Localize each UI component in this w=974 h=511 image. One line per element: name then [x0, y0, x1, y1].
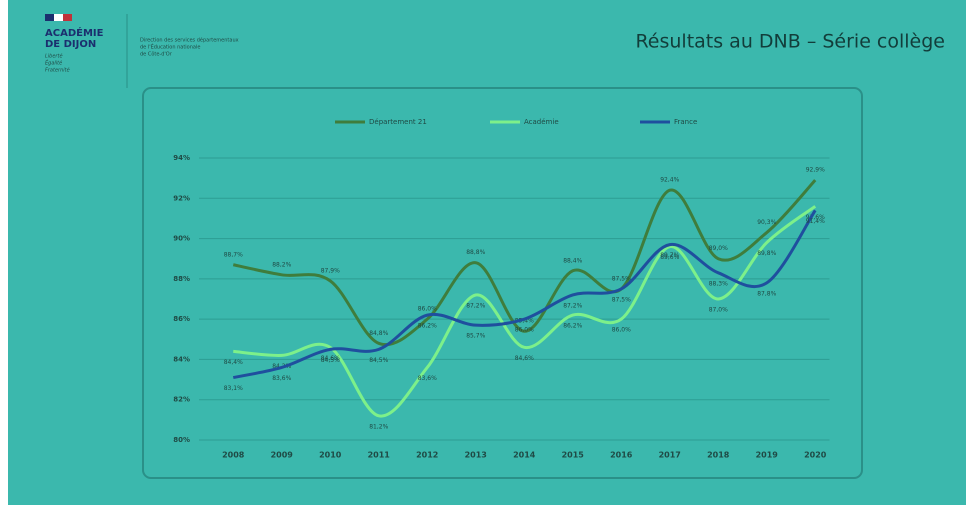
y-tick-label: 80% [173, 436, 190, 444]
data-label: 81,2% [369, 423, 388, 430]
logo-text: ACADÉMIE [45, 26, 104, 39]
data-label: 89,6% [660, 254, 679, 261]
y-tick-label: 82% [173, 396, 190, 404]
x-tick-label: 2018 [707, 451, 730, 460]
data-label: 92,9% [806, 167, 825, 174]
department-text: Direction des services départementaux [140, 37, 239, 44]
data-label: 85,4% [515, 318, 534, 325]
chart-panel [142, 87, 863, 479]
series-line [232, 209, 817, 380]
data-label: 85,7% [466, 333, 485, 340]
data-label: 86,2% [563, 323, 582, 330]
x-tick-label: 2013 [465, 451, 487, 460]
data-label: 83,1% [224, 385, 243, 392]
data-label: 84,6% [321, 355, 340, 362]
data-label: 86,2% [418, 323, 437, 330]
data-label: 87,2% [466, 302, 485, 309]
data-label: 87,9% [321, 267, 340, 274]
data-label: 91,4% [806, 218, 825, 225]
data-label: 88,4% [563, 257, 582, 264]
data-label: 84,5% [321, 357, 340, 364]
data-label: 88,8% [466, 249, 485, 256]
flag-blue [45, 14, 54, 21]
series-line [233, 205, 817, 418]
x-tick-label: 2020 [804, 451, 827, 460]
y-tick-label: 94% [173, 154, 190, 162]
data-label: 86,0% [612, 327, 631, 334]
department-text: de l'Éducation nationale [140, 43, 200, 51]
data-label: 89,7% [660, 252, 679, 259]
data-label: 86,0% [418, 306, 437, 313]
x-tick-label: 2014 [513, 451, 536, 460]
flag-red [63, 14, 72, 21]
data-label: 90,3% [757, 219, 776, 226]
data-label: 87,5% [612, 296, 631, 303]
y-tick-label: 84% [173, 355, 190, 363]
data-label: 87,8% [757, 290, 776, 297]
data-label: 88,2% [272, 261, 291, 268]
x-tick-label: 2011 [368, 451, 391, 460]
data-label: 88,7% [224, 251, 243, 258]
data-label: 84,5% [369, 357, 388, 364]
data-label: 83,6% [418, 375, 437, 382]
data-label: 89,8% [757, 250, 776, 257]
data-label: 87,5% [612, 275, 631, 282]
data-label: 92,4% [660, 177, 679, 184]
legend-label: Académie [524, 118, 559, 126]
data-label: 83,6% [272, 375, 291, 382]
x-tick-label: 2016 [610, 451, 633, 460]
x-tick-label: 2009 [271, 451, 294, 460]
data-label: 88,3% [709, 280, 728, 287]
x-tick-label: 2008 [222, 451, 245, 460]
data-label: 87,0% [709, 307, 728, 314]
series-line [232, 179, 817, 347]
x-tick-label: 2012 [416, 451, 438, 460]
x-tick-label: 2015 [562, 451, 585, 460]
x-tick-label: 2019 [756, 451, 779, 460]
data-label: 89,0% [709, 245, 728, 252]
y-tick-label: 88% [173, 275, 190, 283]
x-tick-label: 2010 [319, 451, 342, 460]
motto: Liberté [45, 53, 63, 60]
legend-label: Département 21 [369, 118, 427, 126]
logo-text: DE DIJON [45, 39, 96, 50]
legend-label: France [674, 118, 697, 126]
y-tick-label: 86% [173, 315, 190, 323]
data-label: 86,0% [515, 327, 534, 334]
slide-title: Résultats au DNB – Série collège [635, 31, 945, 53]
data-label: 84,6% [515, 355, 534, 362]
flag-white [54, 14, 63, 21]
y-tick-label: 90% [173, 235, 190, 243]
x-tick-label: 2017 [659, 451, 681, 460]
data-label: 84,4% [224, 359, 243, 366]
department-text: de Côte-d'Or [140, 51, 173, 58]
motto: Fraternité [45, 67, 70, 74]
data-label: 84,8% [369, 330, 388, 337]
motto: Égalité [45, 59, 62, 67]
y-tick-label: 92% [173, 194, 190, 202]
data-label: 87,2% [563, 302, 582, 309]
data-label: 91,6% [806, 214, 825, 221]
